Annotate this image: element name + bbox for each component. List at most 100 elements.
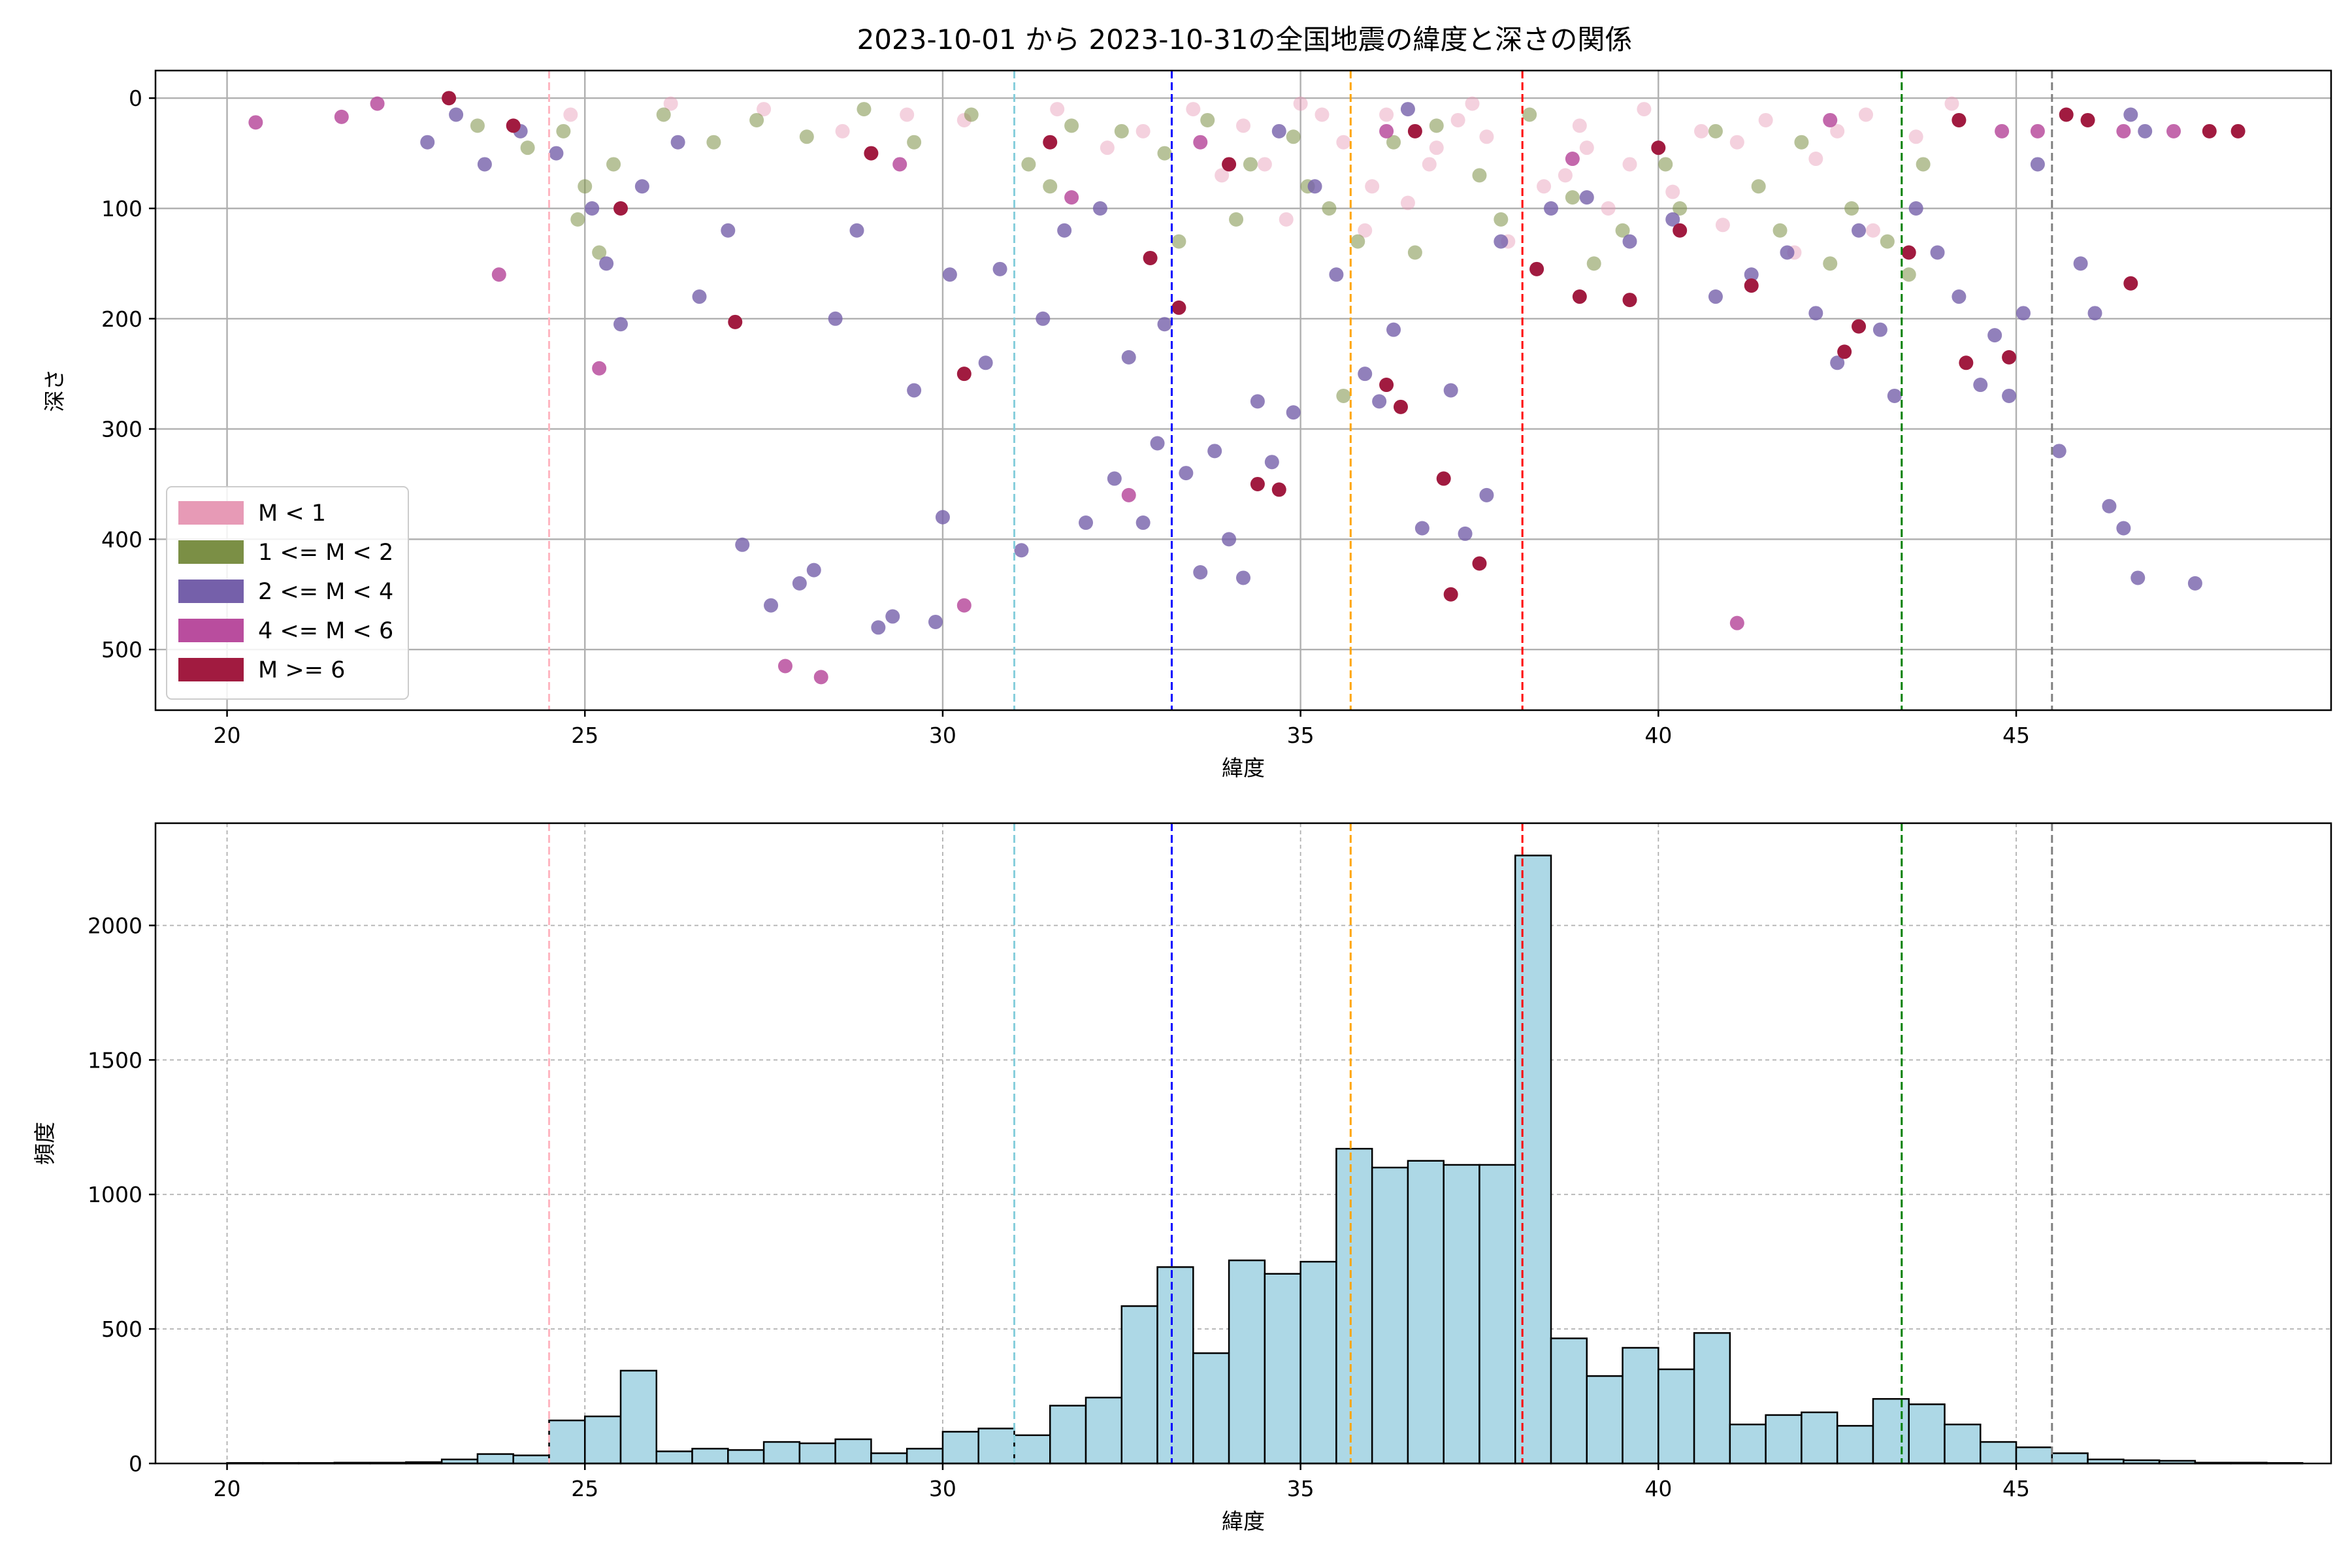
scatter-legend: M < 1 1 <= M < 2 2 <= M < 4 4 <= M < 6 M >= …: [166, 486, 409, 700]
scatter-point-2-m-4-40: [1236, 570, 1250, 585]
scatter-point-1-m-2-13: [1064, 118, 1079, 133]
scatter-point-m-1-21: [1400, 195, 1415, 210]
scatter-point-2-m-4-38: [1207, 444, 1222, 459]
histogram-bar-40: [1658, 1368, 1695, 1465]
histogram-x-tick-label-30: 30: [929, 1476, 956, 1501]
scatter-point-1-m-2-32: [1880, 234, 1895, 249]
scatter-point-4-m-6-19: [1064, 190, 1079, 205]
scatter-point-4-m-6-6: [813, 670, 828, 685]
histogram-bar-30: [1299, 1260, 1337, 1465]
scatter-point-4-m-6-10: [1193, 135, 1208, 150]
scatter-point-1-m-2-45: [592, 245, 607, 260]
scatter-point-2-m-4-18: [871, 620, 886, 635]
scatter-point-2-m-4-81: [2123, 107, 2138, 122]
scatter-point-m-1-0: [1186, 102, 1201, 117]
scatter-point-m-1-41: [1865, 223, 1880, 238]
scatter-point-2-m-4-24: [978, 355, 993, 370]
scatter-y-tick-label-500: 500: [101, 637, 142, 662]
scatter-point-1-m-2-18: [1286, 129, 1301, 144]
scatter-point-m-6-3: [728, 314, 743, 329]
scatter-point-2-m-4-84: [1400, 102, 1415, 117]
scatter-point-1-m-2-1: [520, 140, 535, 155]
scatter-point-2-m-4-65: [1887, 388, 1902, 403]
scatter-point-1-m-2-2: [556, 123, 571, 139]
histogram-bar-48: [1944, 1424, 1982, 1465]
histogram-x-tick-label-35: 35: [1287, 1476, 1315, 1501]
scatter-y-tick-label-200: 200: [101, 306, 142, 332]
scatter-legend-swatch-4-m-6: [178, 619, 244, 642]
histogram-bar-46: [1872, 1397, 1910, 1465]
scatter-point-2-m-4-20: [907, 383, 922, 398]
scatter-point-1-m-2-30: [1794, 135, 1809, 150]
scatter-point-4-m-6-11: [1379, 123, 1394, 139]
histogram-bar-41: [1693, 1332, 1731, 1465]
scatter-point-2-m-4-63: [1852, 223, 1867, 238]
scatter-point-m-6-4: [864, 146, 879, 161]
scatter-point-4-m-6-0: [248, 115, 263, 130]
histogram-bar-38: [1586, 1375, 1624, 1465]
histogram-bar-15: [762, 1441, 801, 1465]
scatter-point-4-m-6-2: [370, 96, 385, 111]
scatter-point-m-6-14: [1436, 471, 1451, 486]
scatter-point-1-m-2-47: [1772, 223, 1788, 238]
histogram-bar-18: [870, 1452, 908, 1465]
scatter-point-m-1-14: [1858, 107, 1873, 122]
scatter-point-m-6-23: [1852, 319, 1867, 334]
scatter-y-axis-label: 深さ: [42, 369, 67, 412]
scatter-point-2-m-4-70: [1987, 328, 2002, 343]
scatter-point-m-1-34: [1315, 107, 1330, 122]
scatter-point-m-1-40: [1830, 123, 1845, 139]
histogram-bar-50: [2015, 1446, 2053, 1465]
scatter-point-2-m-4-76: [2087, 306, 2102, 321]
scatter-point-m-6-24: [1901, 245, 1916, 260]
scatter-point-m-6-6: [1043, 135, 1058, 150]
histogram-bar-45: [1836, 1425, 1874, 1465]
scatter-point-1-m-2-26: [1615, 223, 1630, 238]
scatter-point-2-m-4-23: [942, 267, 957, 282]
scatter-point-1-m-2-31: [1844, 201, 1859, 216]
scatter-point-m-1-44: [663, 96, 678, 111]
histogram-y-tick-label-1500: 1500: [88, 1047, 142, 1073]
scatter-point-2-m-4-53: [1494, 234, 1509, 249]
scatter-point-1-m-2-27: [1658, 157, 1673, 172]
scatter-point-m-6-2: [613, 201, 629, 216]
scatter-point-1-m-2-39: [1586, 256, 1601, 271]
scatter-point-1-m-2-38: [1494, 212, 1509, 227]
histogram-bar-26: [1156, 1266, 1194, 1465]
scatter-point-2-m-4-83: [1271, 123, 1286, 139]
scatter-point-4-m-6-1: [334, 109, 349, 124]
histogram-bar-24: [1085, 1396, 1123, 1465]
scatter-point-2-m-4-64: [1872, 322, 1887, 337]
scatter-point-2-m-4-73: [2030, 157, 2045, 172]
scatter-point-2-m-4-37: [1193, 565, 1208, 580]
scatter-y-tick-label-100: 100: [101, 196, 142, 221]
scatter-point-4-m-6-13: [1823, 112, 1838, 127]
histogram-bar-12: [655, 1450, 693, 1465]
scatter-point-1-m-2-14: [1114, 123, 1129, 139]
histogram-bar-9: [548, 1419, 586, 1465]
histogram-x-tick-label-40: 40: [1644, 1476, 1672, 1501]
scatter-point-4-m-6-5: [777, 659, 792, 674]
scatter-legend-swatch-1-m-2: [178, 540, 244, 564]
scatter-point-2-m-4-16: [828, 311, 843, 326]
scatter-point-m-6-8: [1171, 300, 1186, 315]
scatter-point-m-6-34: [1651, 140, 1666, 155]
histogram-bar-44: [1801, 1411, 1838, 1465]
scatter-point-2-m-4-4: [549, 146, 564, 161]
scatter-legend-label-2-m-4: 2 <= M < 4: [258, 579, 393, 605]
scatter-point-m-1-15: [1908, 129, 1923, 144]
histogram-bar-42: [1729, 1424, 1767, 1465]
scatter-point-2-m-4-77: [2102, 498, 2117, 514]
scatter-point-m-1-38: [1622, 157, 1637, 172]
histogram-bar-36: [1514, 855, 1552, 1465]
scatter-point-2-m-4-48: [1386, 322, 1401, 337]
scatter-x-tick-label-40: 40: [1644, 723, 1672, 748]
scatter-point-2-m-4-50: [1443, 383, 1458, 398]
scatter-legend-swatch-m-1: [178, 501, 244, 525]
scatter-point-2-m-4-27: [1036, 311, 1051, 326]
scatter-point-2-m-4-41: [1250, 394, 1265, 409]
scatter-point-2-m-4-60: [1780, 245, 1795, 260]
scatter-point-1-m-2-41: [1823, 256, 1838, 271]
scatter-point-2-m-4-68: [1952, 289, 1967, 304]
scatter-point-m-1-2: [1293, 96, 1308, 111]
